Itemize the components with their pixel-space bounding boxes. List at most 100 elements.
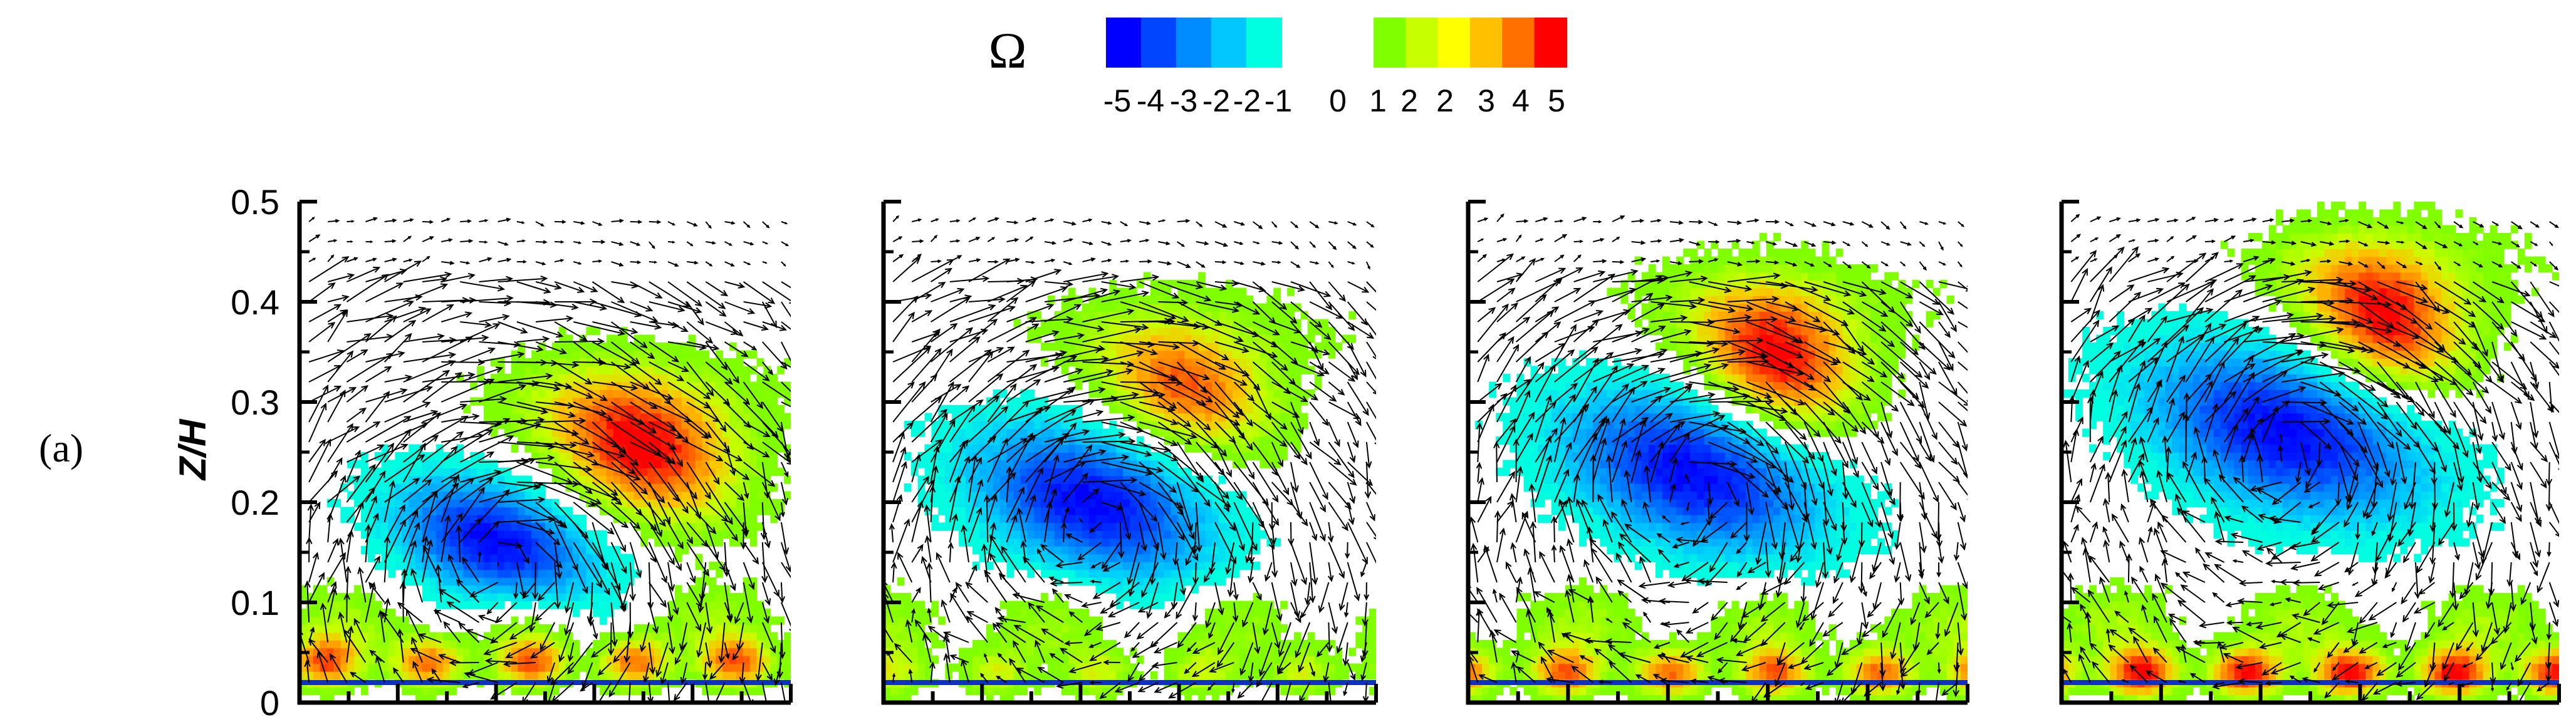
vorticity-cell [668, 460, 675, 468]
vorticity-cell [1088, 554, 1097, 562]
vorticity-cell [661, 491, 669, 500]
vorticity-cell [558, 327, 566, 336]
vorticity-cell [361, 616, 368, 625]
vorticity-cell [695, 640, 703, 649]
vorticity-cell [668, 624, 675, 633]
vorticity-cell [361, 624, 368, 633]
velocity-vector [358, 567, 367, 603]
vorticity-cell [674, 663, 682, 672]
vorticity-cell [402, 538, 409, 547]
velocity-arrowhead [543, 240, 548, 244]
vorticity-cell [456, 452, 464, 461]
vorticity-cell [1239, 647, 1247, 656]
vorticity-cell [600, 656, 607, 664]
vorticity-cell [524, 624, 532, 633]
vorticity-cell [1136, 593, 1144, 602]
vorticity-cell [1362, 656, 1370, 664]
vorticity-cell [490, 640, 498, 649]
vorticity-cell [917, 640, 926, 649]
velocity-vector [402, 443, 426, 483]
vorticity-cell [763, 444, 771, 453]
vorticity-cell [952, 499, 959, 508]
vorticity-cell [627, 452, 635, 461]
velocity-arrowhead [774, 513, 781, 522]
vorticity-cell [688, 656, 696, 664]
vorticity-cell [422, 593, 430, 602]
velocity-vector [686, 321, 713, 344]
vorticity-cell [422, 671, 430, 680]
velocity-arrowhead [556, 331, 564, 338]
velocity-arrowhead [519, 384, 527, 391]
vorticity-cell [661, 381, 669, 390]
vorticity-cell [695, 507, 703, 515]
vorticity-cell [463, 522, 471, 531]
velocity-arrowhead [748, 262, 751, 266]
vorticity-cell [695, 562, 703, 570]
velocity-arrowhead [763, 431, 771, 438]
vorticity-cell [640, 405, 649, 414]
vorticity-cell [777, 436, 785, 445]
vorticity-cell [402, 640, 409, 649]
vorticity-cell [1006, 460, 1014, 468]
vorticity-cell [709, 436, 716, 445]
vorticity-cell [1369, 632, 1376, 641]
velocity-vector [412, 661, 423, 683]
velocity-arrowhead [630, 327, 639, 334]
vorticity-cell [593, 350, 600, 359]
vorticity-cell [702, 421, 710, 430]
vorticity-cell [1328, 656, 1336, 664]
vorticity-cell [320, 632, 328, 641]
vorticity-cell [716, 405, 723, 414]
vorticity-cell [1027, 483, 1035, 492]
vorticity-cell [1205, 640, 1212, 649]
vorticity-cell [1239, 538, 1247, 547]
velocity-arrowhead [672, 222, 676, 226]
vorticity-cell [300, 609, 307, 617]
vorticity-cell [1054, 616, 1062, 625]
vorticity-cell [661, 413, 669, 421]
colorbar-tick-label: 4 [1512, 83, 1530, 118]
velocity-arrowhead [311, 217, 315, 220]
vorticity-cell [681, 491, 689, 500]
velocity-arrowhead [578, 262, 582, 265]
velocity-arrowhead [387, 442, 395, 450]
vorticity-cell [1109, 468, 1117, 477]
velocity-arrowhead [373, 421, 381, 428]
velocity-arrowhead [469, 297, 477, 304]
vorticity-cell [354, 671, 362, 680]
velocity-vector [422, 236, 434, 242]
vorticity-cell [709, 616, 716, 625]
vorticity-cell [1212, 569, 1219, 578]
vorticity-cell [1205, 577, 1212, 586]
vorticity-cell [1013, 491, 1021, 500]
vorticity-cell [749, 687, 758, 696]
y-tick-label: 0 [260, 683, 279, 723]
velocity-vector [479, 257, 491, 262]
velocity-vector [460, 261, 469, 264]
vorticity-cell [1041, 499, 1048, 508]
vorticity-cell [1109, 656, 1117, 664]
velocity-arrowhead [719, 310, 727, 317]
vorticity-cell [1212, 452, 1219, 461]
vorticity-cell [333, 687, 342, 696]
vorticity-cell [600, 609, 607, 617]
vorticity-cell [1041, 593, 1048, 602]
vorticity-cell [442, 562, 451, 570]
vorticity-cell [688, 624, 696, 633]
vorticity-cell [647, 366, 655, 374]
vorticity-cell [654, 647, 662, 656]
velocity-vector [781, 321, 791, 330]
velocity-vector [422, 336, 472, 363]
vorticity-cell [729, 640, 737, 649]
vorticity-cell [1164, 562, 1172, 570]
vorticity-cell [938, 499, 946, 508]
vorticity-cell [504, 624, 512, 633]
vorticity-cell [518, 663, 526, 672]
vorticity-cell [709, 444, 716, 453]
vorticity-cell [415, 624, 423, 633]
vorticity-cell [504, 475, 512, 484]
vorticity-cell [674, 593, 682, 602]
vorticity-cell [749, 577, 758, 586]
vorticity-cell [1041, 538, 1048, 547]
velocity-vector [460, 281, 504, 290]
